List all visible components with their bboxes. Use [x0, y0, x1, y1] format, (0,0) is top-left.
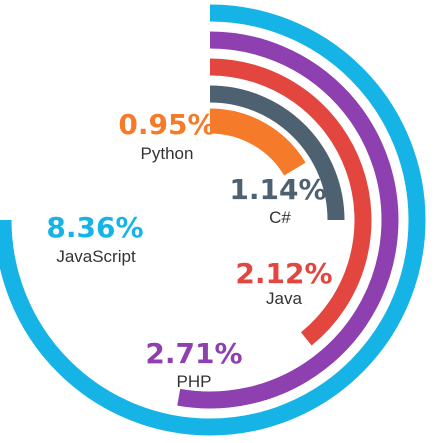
- label-javascript: 8.36% JavaScript: [46, 211, 143, 266]
- radial-bar-python: [209, 108, 306, 176]
- series-name-python: Python: [141, 144, 194, 163]
- series-name-csharp: C#: [269, 208, 291, 227]
- label-python: 0.95% Python: [118, 108, 215, 163]
- value-label-php: 2.71%: [145, 337, 242, 370]
- value-label-javascript: 8.36%: [46, 211, 143, 244]
- series-name-javascript: JavaScript: [56, 247, 136, 266]
- value-label-csharp: 1.14%: [229, 173, 326, 206]
- label-java: 2.12% Java: [235, 257, 332, 308]
- arc-layer: [0, 4, 426, 436]
- series-name-java: Java: [266, 289, 302, 308]
- radial-bar-java: [209, 58, 372, 346]
- label-csharp: 1.14% C#: [229, 173, 326, 227]
- value-label-python: 0.95%: [118, 108, 215, 141]
- radial-bar-php: [177, 31, 399, 409]
- radial-bar-javascript: [0, 4, 426, 436]
- value-label-java: 2.12%: [235, 257, 332, 290]
- series-name-php: PHP: [177, 372, 212, 391]
- label-php: 2.71% PHP: [145, 337, 242, 391]
- radial-bar-csharp: [209, 85, 345, 221]
